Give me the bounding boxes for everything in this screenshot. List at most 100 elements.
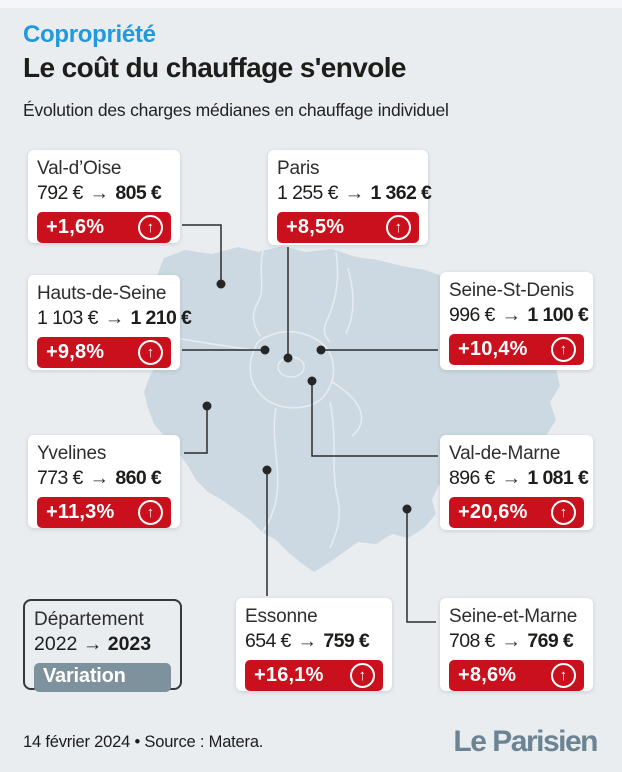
value-2023: 1 081 € xyxy=(527,467,589,489)
dept-card-hauts-de-seine: Hauts-de-Seine 1 103 € → 1 210 € +9,8% ↑ xyxy=(28,275,192,370)
variation-badge: +8,5% ↑ xyxy=(277,212,419,243)
variation-value: +8,5% xyxy=(286,216,345,238)
dept-name: Hauts-de-Seine xyxy=(37,283,167,304)
arrow-right-icon: → xyxy=(89,467,110,489)
legend-year-2022: 2022 xyxy=(34,633,78,655)
value-2023: 805 € xyxy=(115,182,162,204)
dept-values: 896 € → 1 081 € xyxy=(449,467,589,490)
arrow-up-circle-icon: ↑ xyxy=(138,500,163,525)
footer: 14 février 2024 • Source : Matera. Le Pa… xyxy=(23,722,598,762)
value-2022: 792 € xyxy=(37,182,83,204)
map-dot-yvelines xyxy=(202,401,212,411)
arrow-up-circle-icon: ↑ xyxy=(386,215,411,240)
map-dot-paris xyxy=(283,353,293,363)
variation-value: +10,4% xyxy=(458,338,528,360)
dept-values: 792 € → 805 € xyxy=(37,182,171,205)
value-2023: 1 210 € xyxy=(130,307,192,329)
map-dot-seine-st-denis xyxy=(316,345,326,355)
connector-yvelines xyxy=(184,410,208,454)
map-dot-val-doise xyxy=(216,279,226,289)
dept-values: 773 € → 860 € xyxy=(37,467,171,490)
dept-name: Val-de-Marne xyxy=(449,443,561,464)
variation-badge: +10,4% ↑ xyxy=(449,334,584,365)
variation-badge: +11,3% ↑ xyxy=(37,497,171,528)
arrow-right-icon: → xyxy=(82,633,103,655)
department-borders xyxy=(149,250,363,549)
connector-lines xyxy=(182,224,438,623)
map-dot-seine-et-marne xyxy=(402,504,412,514)
value-2023: 860 € xyxy=(115,467,162,489)
arrow-right-icon: → xyxy=(501,630,522,652)
arrow-up-circle-icon: ↑ xyxy=(138,215,163,240)
kicker: Copropriété xyxy=(23,21,156,48)
page-subtitle: Évolution des charges médianes en chauff… xyxy=(23,100,449,120)
dept-card-yvelines: Yvelines 773 € → 860 € +11,3% ↑ xyxy=(28,435,180,528)
value-2022: 996 € xyxy=(449,304,495,326)
dept-values: 708 € → 769 € xyxy=(449,630,584,653)
dept-name: Val-d’Oise xyxy=(37,158,122,179)
dept-card-seine-st-denis: Seine-St-Denis 996 € → 1 100 € +10,4% ↑ xyxy=(440,272,593,370)
map-dot-hauts-de-seine xyxy=(260,345,270,355)
dept-card-seine-et-marne: Seine-et-Marne 708 € → 769 € +8,6% ↑ xyxy=(440,598,593,691)
arrow-up-circle-icon: ↑ xyxy=(138,340,163,365)
arrow-right-icon: → xyxy=(89,182,110,204)
dept-card-paris: Paris 1 255 € → 1 362 € +8,5% ↑ xyxy=(268,150,432,245)
variation-value: +11,3% xyxy=(46,501,115,523)
variation-badge: +9,8% ↑ xyxy=(37,337,171,368)
dept-card-val-doise: Val-d’Oise 792 € → 805 € +1,6% ↑ xyxy=(28,150,180,243)
dept-name: Seine-et-Marne xyxy=(449,606,578,627)
le-parisien-logo: Le Parisien xyxy=(453,725,598,758)
legend-variation-badge: Variation xyxy=(34,663,171,692)
legend-box: Département 2022 → 2023 Variation xyxy=(23,599,182,692)
dept-name: Yvelines xyxy=(37,443,107,464)
variation-value: +9,8% xyxy=(46,341,105,363)
arrow-right-icon: → xyxy=(501,467,522,489)
variation-value: +8,6% xyxy=(458,664,517,686)
value-2023: 769 € xyxy=(527,630,574,652)
legend-year-2023: 2023 xyxy=(107,633,152,655)
value-2022: 896 € xyxy=(449,467,495,489)
variation-value: +1,6% xyxy=(46,216,105,238)
map-dot-essonne xyxy=(262,465,272,475)
arrow-up-circle-icon: ↑ xyxy=(551,663,576,688)
connector-val-de-marne xyxy=(311,385,438,457)
value-2022: 1 103 € xyxy=(37,307,98,329)
arrow-right-icon: → xyxy=(104,307,125,329)
variation-value: +20,6% xyxy=(458,501,528,523)
value-2022: 1 255 € xyxy=(277,182,338,204)
value-2022: 773 € xyxy=(37,467,83,489)
page-title: Le coût du chauffage s'envole xyxy=(23,52,406,83)
dept-name: Essonne xyxy=(245,606,318,627)
variation-badge: +16,1% ↑ xyxy=(245,660,383,691)
dept-name: Seine-St-Denis xyxy=(449,280,574,301)
arrow-up-circle-icon: ↑ xyxy=(551,337,576,362)
arrow-right-icon: → xyxy=(344,182,365,204)
value-2023: 759 € xyxy=(323,630,370,652)
arrow-right-icon: → xyxy=(297,630,318,652)
value-2023: 1 362 € xyxy=(370,182,432,204)
variation-badge: +8,6% ↑ xyxy=(449,660,584,691)
value-2023: 1 100 € xyxy=(527,304,589,326)
arrow-up-circle-icon: ↑ xyxy=(350,663,375,688)
value-2022: 654 € xyxy=(245,630,291,652)
map-dot-val-de-marne xyxy=(307,376,317,386)
connector-seine-et-marne xyxy=(406,513,436,623)
top-strip xyxy=(0,0,622,8)
dept-card-essonne: Essonne 654 € → 759 € +16,1% ↑ xyxy=(236,598,392,691)
arrow-up-circle-icon: ↑ xyxy=(551,500,576,525)
dept-card-val-de-marne: Val-de-Marne 896 € → 1 081 € +20,6% ↑ xyxy=(440,435,593,530)
variation-value: +16,1% xyxy=(254,664,324,686)
variation-badge: +1,6% ↑ xyxy=(37,212,171,243)
dept-values: 1 255 € → 1 362 € xyxy=(277,182,432,205)
dept-values: 1 103 € → 1 210 € xyxy=(37,307,192,330)
date-source: 14 février 2024 • Source : Matera. xyxy=(23,732,264,751)
dept-values: 654 € → 759 € xyxy=(245,630,383,653)
legend-years: 2022 → 2023 xyxy=(34,633,171,656)
arrow-right-icon: → xyxy=(501,304,522,326)
connector-val-doise xyxy=(182,224,222,280)
variation-badge: +20,6% ↑ xyxy=(449,497,584,528)
map-dots xyxy=(202,279,412,514)
legend-department-label: Département xyxy=(34,609,144,630)
dept-name: Paris xyxy=(277,158,320,179)
